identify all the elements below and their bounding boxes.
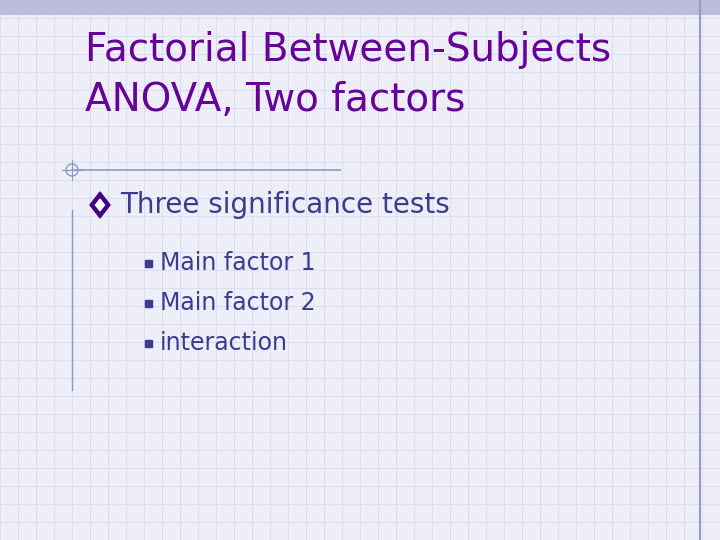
Bar (145, 340, 151, 347)
Text: Factorial Between-Subjects: Factorial Between-Subjects (85, 31, 611, 69)
Text: Main factor 2: Main factor 2 (160, 291, 315, 315)
Polygon shape (96, 199, 104, 211)
Bar (145, 300, 151, 307)
Bar (145, 260, 151, 267)
Polygon shape (90, 192, 110, 218)
Text: interaction: interaction (160, 331, 287, 355)
Text: Three significance tests: Three significance tests (120, 191, 450, 219)
Text: Main factor 1: Main factor 1 (160, 251, 315, 275)
Bar (0, 0, 720, 15)
Text: ANOVA, Two factors: ANOVA, Two factors (85, 81, 465, 119)
